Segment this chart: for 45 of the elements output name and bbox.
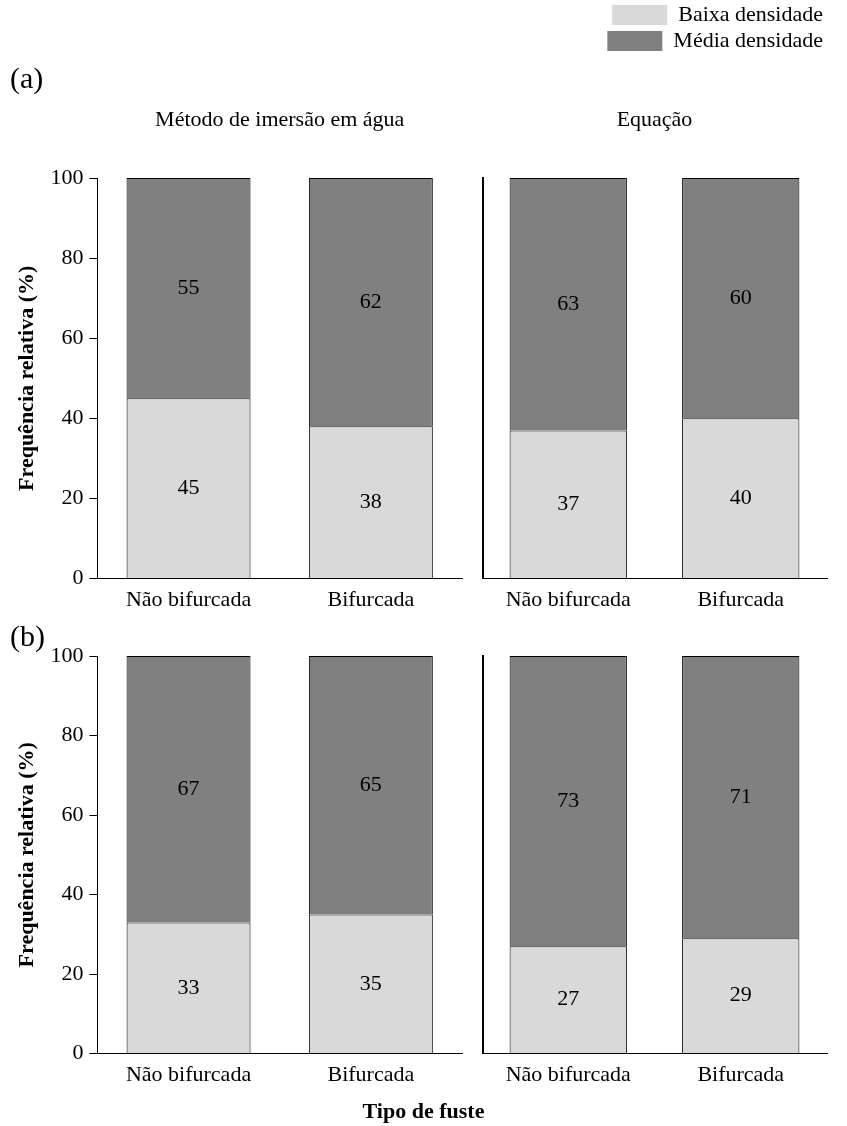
chart-title: (b) bbox=[10, 618, 45, 653]
data-label: 65 bbox=[359, 771, 382, 796]
data-label: 40 bbox=[729, 484, 752, 510]
y-tick-label: 100 bbox=[50, 641, 84, 667]
legend-label: Média densidade bbox=[673, 26, 823, 52]
chart-subtitle: Equação bbox=[616, 105, 693, 131]
chart-title: (a) bbox=[10, 60, 44, 95]
y-tick-label: 20 bbox=[61, 484, 84, 510]
data-label: 67 bbox=[177, 774, 200, 800]
x-tick-label: Bifurcada bbox=[697, 1060, 785, 1086]
legend-label: Baixa densidade bbox=[678, 0, 824, 26]
x-tick-label: Não bifurcada bbox=[505, 585, 632, 611]
data-label: 62 bbox=[359, 287, 382, 313]
data-label: 45 bbox=[177, 474, 200, 499]
data-label: 71 bbox=[729, 782, 752, 808]
data-label: 63 bbox=[557, 289, 580, 315]
y-tick-label: 0 bbox=[72, 564, 84, 590]
y-tick-label: 80 bbox=[61, 243, 84, 269]
data-label: 35 bbox=[359, 969, 382, 995]
x-tick-label: Bifurcada bbox=[697, 585, 785, 611]
data-label: 33 bbox=[177, 973, 200, 999]
y-tick-label: 20 bbox=[61, 959, 84, 985]
y-tick-label: 40 bbox=[61, 404, 84, 430]
data-label: 27 bbox=[557, 985, 580, 1011]
data-label: 60 bbox=[729, 283, 752, 309]
y-tick-label: 60 bbox=[61, 800, 84, 826]
x-tick-label: Bifurcada bbox=[327, 585, 415, 611]
y-tick-label: 60 bbox=[61, 324, 84, 350]
y-tick-label: 80 bbox=[61, 721, 84, 747]
data-label: 38 bbox=[359, 488, 382, 514]
chart-subtitle: Método de imersão em água bbox=[155, 105, 405, 131]
data-label: 73 bbox=[557, 786, 580, 812]
y-axis-title: Frequência relativa (%) bbox=[12, 265, 38, 491]
y-tick-label: 100 bbox=[50, 163, 84, 189]
x-tick-label: Não bifurcada bbox=[125, 585, 252, 611]
x-axis-title: Tipo de fuste bbox=[361, 1098, 486, 1124]
data-label: 37 bbox=[557, 490, 580, 516]
data-label: 55 bbox=[177, 273, 200, 299]
y-axis-title: Frequência relativa (%) bbox=[12, 742, 38, 968]
x-tick-label: Não bifurcada bbox=[125, 1060, 252, 1086]
y-tick-label: 40 bbox=[61, 880, 84, 906]
x-tick-label: Bifurcada bbox=[327, 1060, 415, 1086]
data-label: 29 bbox=[729, 981, 752, 1007]
y-tick-label: 0 bbox=[72, 1039, 84, 1065]
x-tick-label: Não bifurcada bbox=[505, 1060, 632, 1086]
